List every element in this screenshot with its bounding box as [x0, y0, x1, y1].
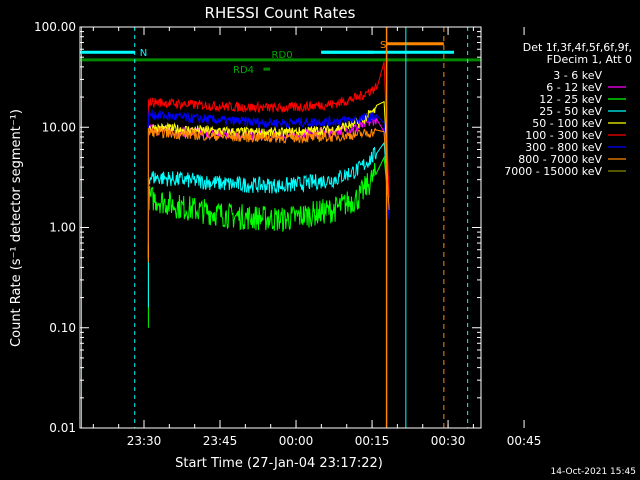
legend-title-line-2: FDecim 1, Att 0	[547, 53, 632, 66]
y-tick-label: 0.01	[49, 421, 76, 435]
series-line	[147, 61, 390, 233]
legend-entry-label: 100 - 300 keV	[525, 129, 602, 142]
annotation-label: RD4	[233, 65, 254, 76]
chart-title: RHESSI Count Rates	[205, 4, 356, 22]
series-line	[147, 141, 390, 298]
series-line	[147, 141, 390, 308]
x-tick-label: 00:45	[507, 434, 542, 448]
x-tick-label: 00:00	[279, 434, 314, 448]
annotation-label: N	[140, 48, 147, 59]
series-line	[147, 126, 390, 263]
y-tick-label: 0.10	[49, 321, 76, 335]
legend-entry-label: 50 - 100 keV	[532, 117, 602, 130]
y-tick-label: 1.00	[49, 221, 76, 235]
y-axis-label: Count Rate (s⁻¹ detector segment⁻¹)	[9, 109, 24, 347]
legend-title-line-1: Det 1f,3f,4f,5f,6f,9f,	[523, 41, 632, 54]
annotation-label: RD0	[272, 50, 293, 61]
series-line	[147, 155, 390, 328]
series-line	[147, 109, 390, 245]
legend-entry-label: 12 - 25 keV	[539, 93, 602, 106]
legend-entry-label: 800 - 7000 keV	[518, 153, 602, 166]
legend-entry-label: 3 - 6 keV	[553, 69, 602, 82]
annotation-label: S	[380, 40, 386, 51]
legend-entry-label: 6 - 12 keV	[546, 81, 602, 94]
plot-frame	[79, 26, 482, 429]
x-tick-label: 00:30	[431, 434, 466, 448]
y-tick-label: 100.00	[34, 20, 76, 34]
legend-entry-label: 300 - 800 keV	[525, 141, 602, 154]
data-layer	[147, 61, 390, 328]
footer-timestamp: 14-Oct-2021 15:45	[551, 467, 636, 477]
y-tick-label: 10.00	[42, 120, 76, 134]
legend-entry-label: 7000 - 15000 keV	[504, 165, 602, 178]
x-tick-label: 00:15	[355, 434, 390, 448]
legend: Det 1f,3f,4f,5f,6f,9f, FDecim 1, Att 0 3…	[504, 41, 632, 178]
legend-entry-label: 25 - 50 keV	[539, 105, 602, 118]
annotation-layer: N S RD0 RD4	[80, 27, 481, 428]
x-tick-label: 23:45	[203, 434, 238, 448]
axis-layer: 23:30 23:45 00:00 00:15 00:30 00:45 0.01 0.10 1.…	[34, 20, 541, 448]
x-tick-label: 23:30	[127, 434, 162, 448]
x-axis-label: Start Time (27-Jan-04 23:17:22)	[175, 456, 383, 471]
